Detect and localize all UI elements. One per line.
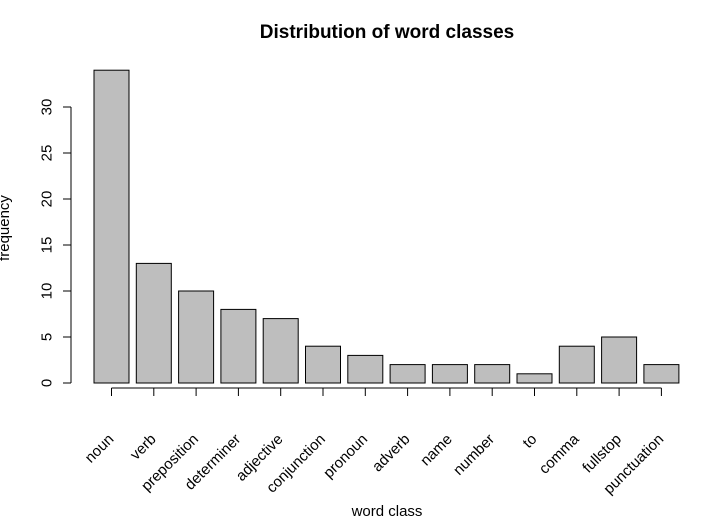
x-axis: noun verbprepositiondetermineradjectiveco… (82, 387, 667, 498)
bar-adjective (262, 318, 299, 384)
bar-name (431, 364, 468, 384)
bar-conjunction (305, 345, 341, 384)
x-tick-label-name: name (417, 431, 456, 470)
y-tick-label: 15 (38, 237, 55, 254)
x-tick-label-verb: verb (127, 431, 160, 464)
bar-adverb (389, 364, 426, 384)
bar-to (516, 373, 553, 384)
chart-title: Distribution of word classes (260, 22, 514, 43)
x-tick-label-pronoun: pronoun (320, 431, 371, 482)
bar-determiner (220, 308, 257, 384)
x-tick-label-comma: comma (536, 430, 583, 477)
y-tick-label: 30 (38, 99, 55, 116)
x-tick-label-to: to (519, 431, 540, 452)
bar-number (474, 364, 511, 384)
x-tick-label-number: number (450, 431, 498, 479)
bar-verb (135, 262, 172, 384)
bar-preposition (178, 290, 215, 384)
x-tick-label-noun: noun (82, 431, 118, 467)
x-axis-label: word class (351, 503, 423, 520)
y-tick-label: 0 (38, 379, 55, 387)
y-tick-label: 5 (38, 333, 55, 341)
bar-fullstop (601, 336, 638, 384)
y-tick-label: 20 (38, 191, 55, 208)
bars-group (93, 69, 680, 384)
y-axis-label: frequency (0, 195, 13, 261)
y-tick-label: 10 (38, 283, 55, 300)
bar-noun (93, 69, 130, 384)
bar-punctuation (643, 364, 680, 384)
bar-comma (558, 345, 595, 384)
bar-pronoun (347, 354, 384, 384)
x-tick-label-adverb: adverb (369, 431, 413, 475)
y-tick-label: 25 (38, 145, 55, 162)
y-axis: 0 5 10 15 20 25 30 (38, 99, 72, 387)
